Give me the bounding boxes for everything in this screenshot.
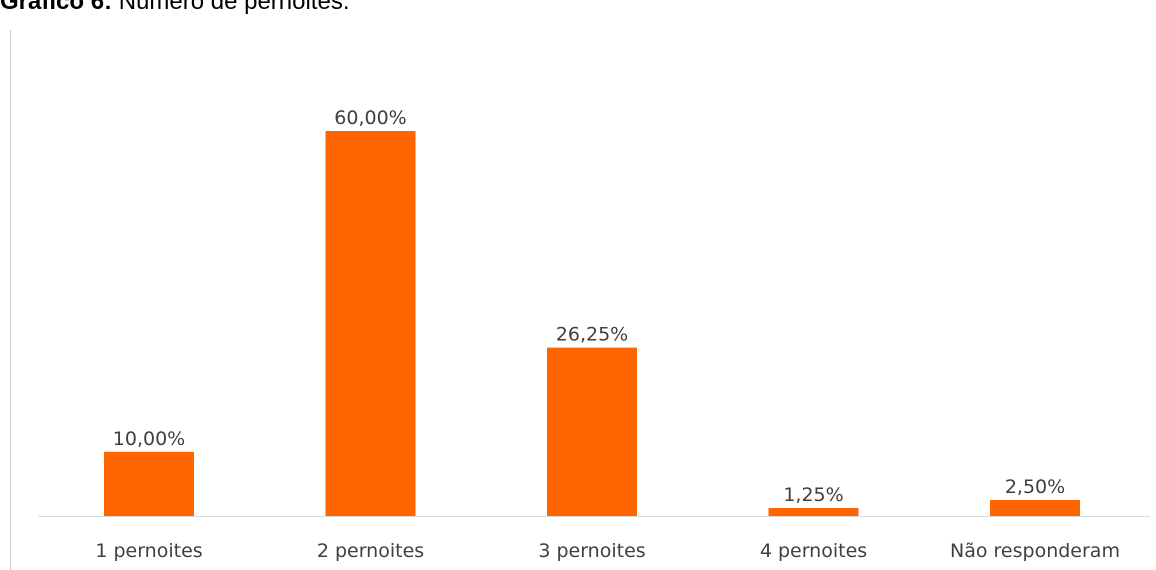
bar-2 (325, 131, 416, 516)
bar-1 (104, 451, 194, 516)
data-label-1: 10,00% (113, 428, 185, 450)
chart-title: Gráfico 6: Número de pernoites. (0, 0, 350, 16)
bar-3 (547, 347, 637, 516)
data-label-2: 60,00% (334, 107, 406, 129)
x-tick-label-2: 2 pernoites (317, 540, 424, 562)
bars-layer (104, 131, 1080, 516)
data-label-4: 1,25% (783, 484, 843, 506)
data-label-3: 26,25% (556, 324, 628, 346)
chart-title-rest: Número de pernoites. (112, 0, 350, 15)
x-tick-label-4: 4 pernoites (760, 540, 867, 562)
labels-layer: 10,00% 1 pernoites 60,00% 2 pernoites 26,25%… (95, 107, 1120, 562)
x-tick-label-3: 3 pernoites (538, 540, 645, 562)
x-tick-label-5: Não responderam (950, 540, 1120, 562)
x-tick-label-1: 1 pernoites (95, 540, 202, 562)
data-label-5: 2,50% (1005, 476, 1065, 498)
bar-5 (990, 500, 1080, 516)
chart-title-bold: Gráfico 6: (0, 0, 113, 15)
bar-4 (768, 508, 859, 516)
